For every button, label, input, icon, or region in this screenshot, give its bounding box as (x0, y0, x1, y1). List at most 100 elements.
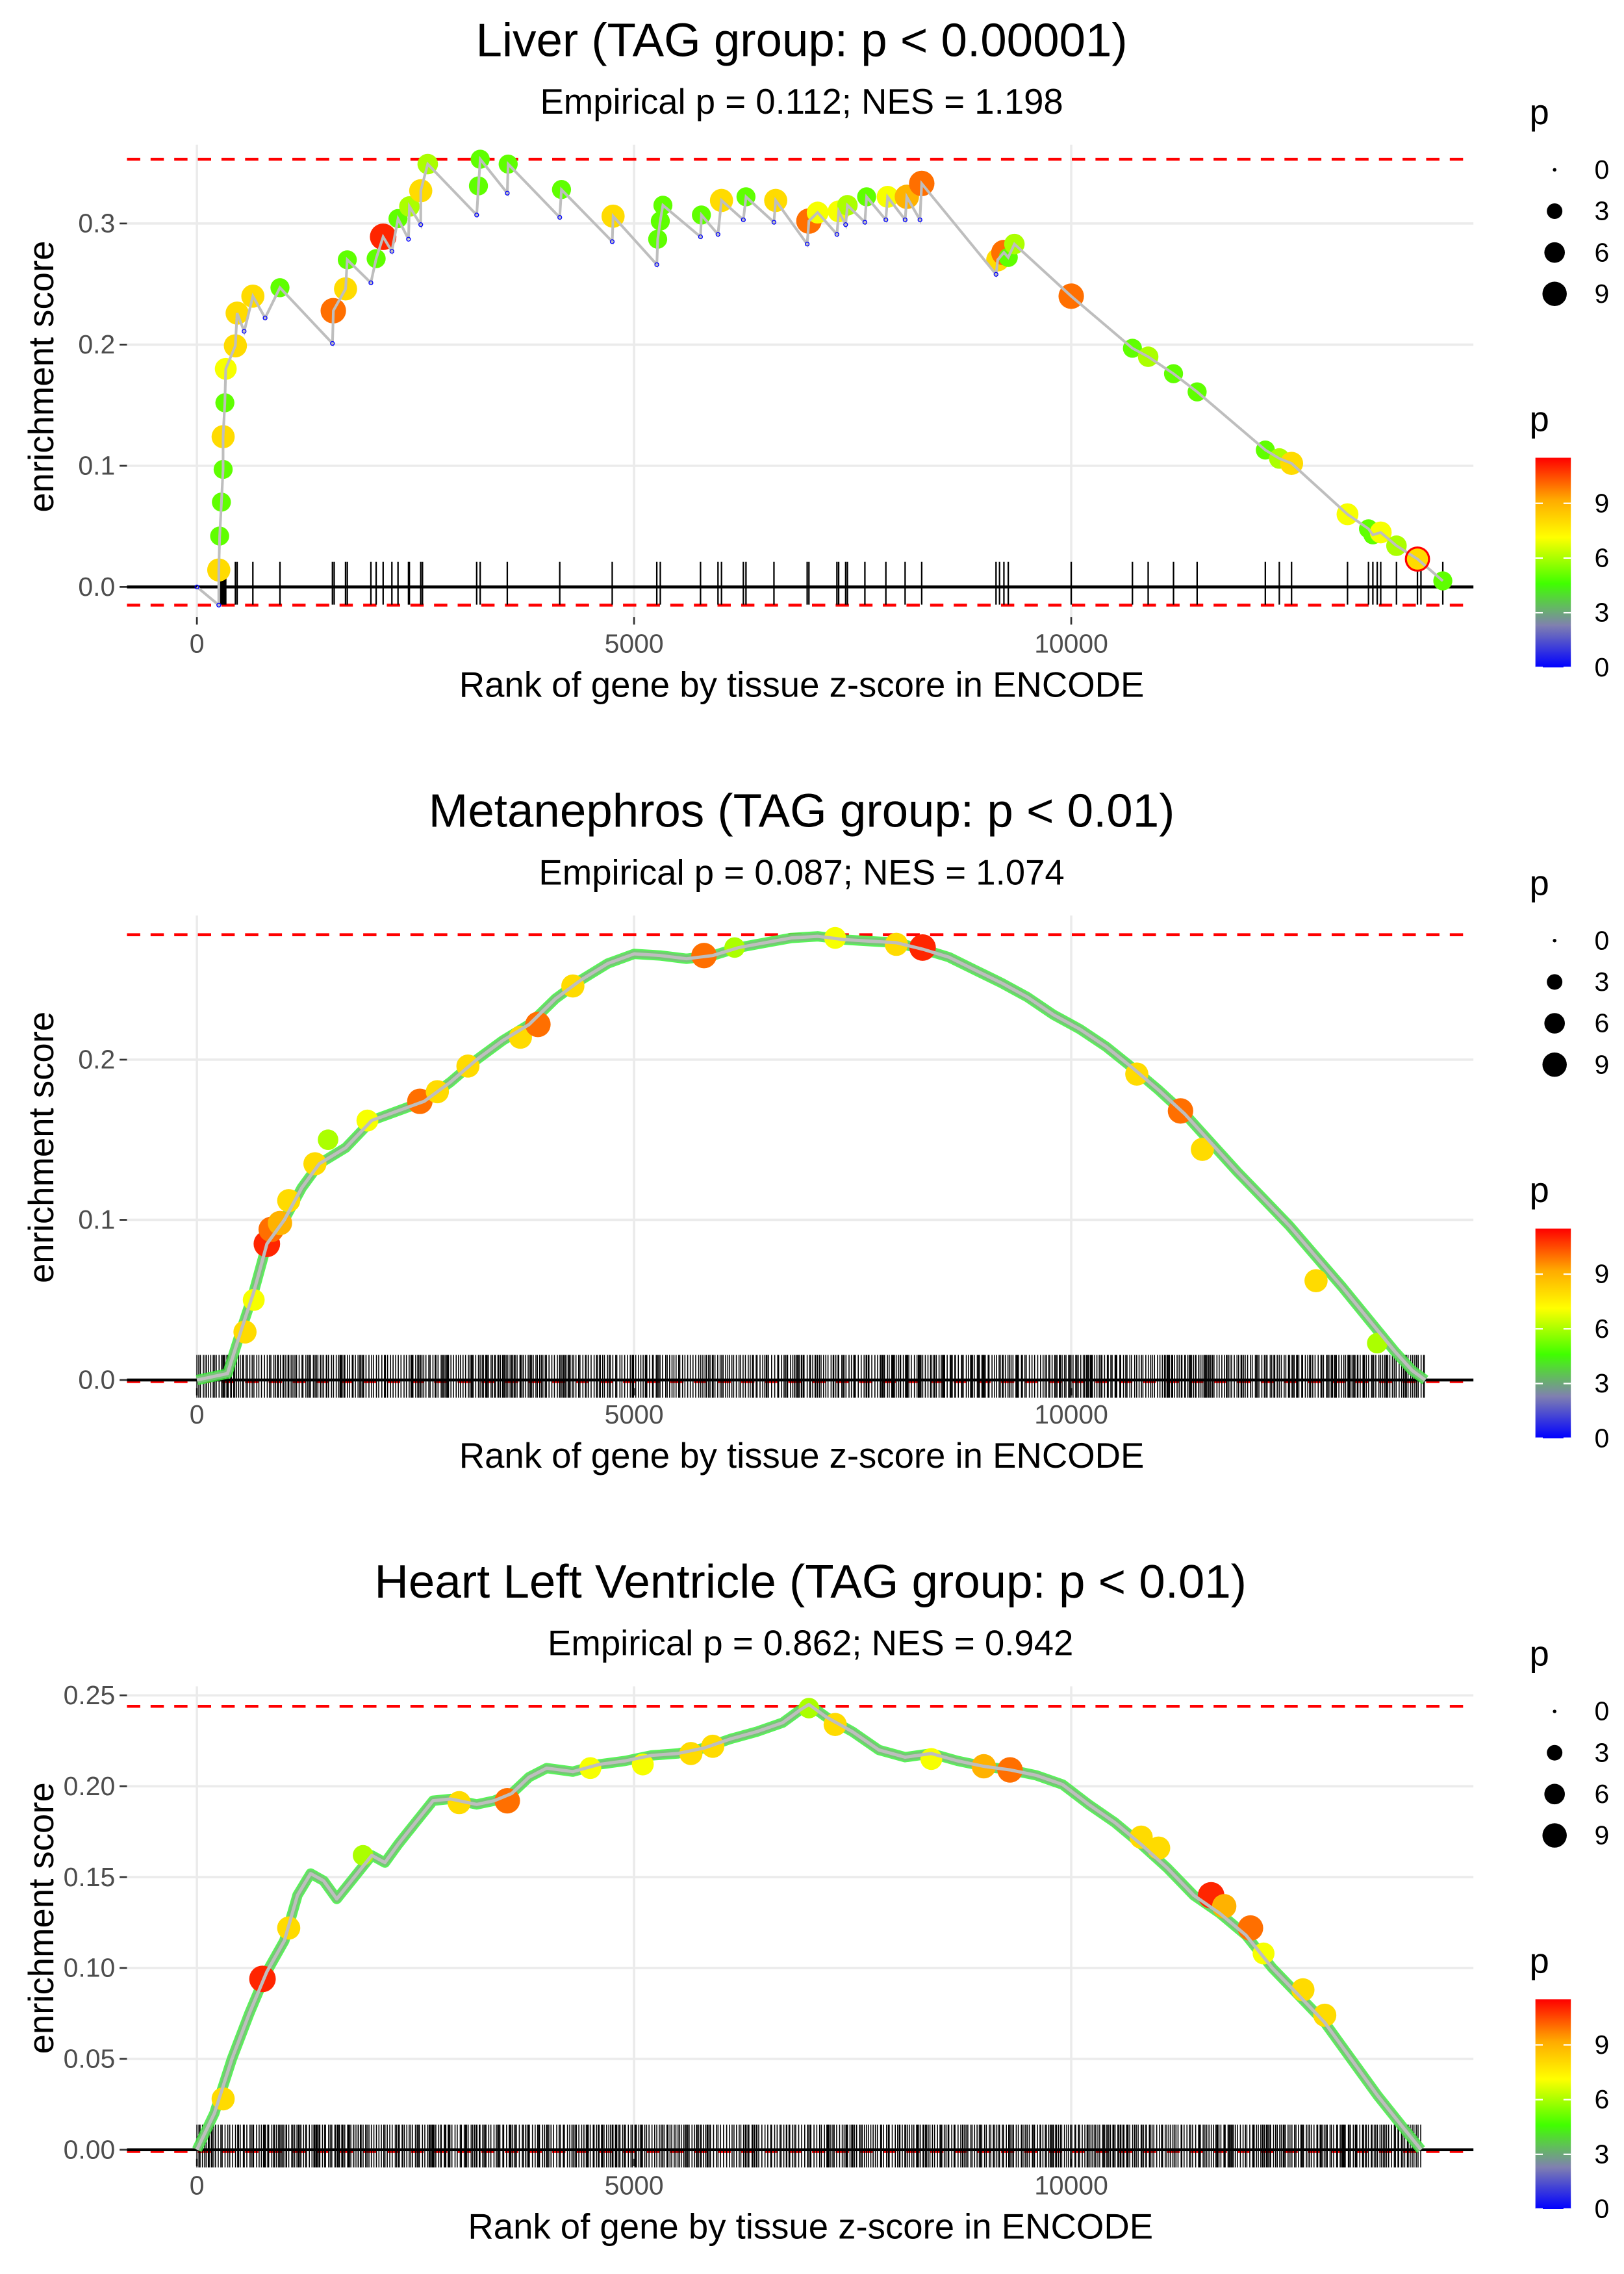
y-tick-label: 0.0 (78, 1365, 115, 1395)
gene-point (368, 280, 374, 285)
gene-point (418, 222, 424, 227)
colorbar-label: 6 (1595, 2084, 1610, 2114)
size-legend-title: p (1530, 1634, 1549, 1674)
gene-point (698, 234, 704, 240)
es-curve (196, 155, 1444, 608)
gene-point (494, 1788, 520, 1814)
x-tick-label: 10000 (1034, 629, 1108, 659)
panel-title: Liver (TAG group: p < 0.00001) (476, 14, 1128, 66)
size-legend-label: 0 (1595, 155, 1610, 185)
size-legend-label: 3 (1595, 196, 1610, 226)
y-tick-label: 0.10 (64, 1953, 116, 1983)
gene-point (557, 214, 563, 220)
size-legend-key (1542, 1823, 1567, 1848)
panel-title: Heart Left Ventricle (TAG group: p < 0.0… (374, 1555, 1247, 1608)
y-axis-label: enrichment score (21, 240, 61, 512)
gene-point (843, 222, 848, 227)
colorbar (1535, 1999, 1571, 2209)
color-legend-title: p (1530, 400, 1549, 439)
y-tick-label: 0.1 (78, 1205, 115, 1234)
x-tick-label: 5000 (605, 629, 664, 659)
size-legend-label: 0 (1595, 1696, 1610, 1726)
es-curve (195, 1702, 1423, 2151)
gene-point-band (196, 932, 1428, 1384)
x-axis-label: Rank of gene by tissue z-score in ENCODE (468, 2206, 1153, 2246)
gene-point (505, 190, 510, 196)
plot-area: 0.00 0.05 0.10 0.15 0.20 0.25 0 5000 10000 (64, 1680, 1474, 2200)
size-legend-label: 9 (1595, 1820, 1610, 1850)
size-legend-key (1547, 203, 1563, 219)
gene-point (303, 1152, 327, 1176)
colorbar-label: 9 (1595, 488, 1610, 518)
y-tick-label: 0.05 (64, 2044, 116, 2074)
y-tick-label: 0.3 (78, 209, 115, 238)
color-legend-title: p (1530, 1941, 1549, 1980)
x-axis-label: Rank of gene by tissue z-score in ENCODE (459, 1436, 1145, 1476)
gene-point (1304, 1269, 1328, 1293)
gene-point (609, 239, 615, 244)
gene-point (525, 1012, 551, 1038)
size-legend-key (1553, 939, 1556, 943)
y-tick-label: 0.0 (78, 572, 115, 602)
gene-point (1212, 1894, 1237, 1919)
panel-liver: Liver (TAG group: p < 0.00001) Empirical… (21, 14, 1609, 704)
size-legend-label: 6 (1595, 1779, 1610, 1809)
legend: p 0 3 6 9 p 9 6 3 0 (1530, 92, 1610, 682)
x-tick-label: 10000 (1034, 1399, 1108, 1429)
legend: p 0 3 6 9 p 9 6 3 0 (1530, 863, 1610, 1453)
gene-point (1129, 1825, 1153, 1849)
gene-point (356, 1109, 379, 1132)
colorbar-label: 9 (1595, 1259, 1610, 1289)
y-tick-label: 0.1 (78, 451, 115, 481)
panel-subtitle: Empirical p = 0.112; NES = 1.198 (540, 82, 1063, 121)
gene-point (1147, 1836, 1171, 1860)
gene-point (798, 1698, 820, 1718)
es-curve (196, 934, 1427, 1382)
gene-point-band (196, 931, 1428, 1385)
gene-point (194, 584, 199, 590)
x-tick-label: 10000 (1034, 2170, 1108, 2200)
gene-point (993, 272, 998, 277)
gene-point (902, 217, 907, 222)
gene-point (834, 232, 839, 237)
size-legend-key (1542, 281, 1567, 307)
colorbar-label: 6 (1595, 543, 1610, 573)
size-legend-title: p (1530, 863, 1549, 902)
x-tick-label: 5000 (605, 2170, 664, 2200)
panel-subtitle: Empirical p = 0.862; NES = 0.942 (548, 1624, 1073, 1663)
plot-area: 0.0 0.1 0.2 0 5000 10000 (78, 915, 1474, 1429)
size-legend-key (1544, 1013, 1565, 1034)
colorbar (1535, 457, 1571, 668)
gene-point (1313, 2003, 1337, 2027)
gene-point (679, 1742, 703, 1765)
y-tick-label: 0.25 (64, 1680, 116, 1710)
panel-title: Metanephros (TAG group: p < 0.01) (429, 785, 1175, 837)
panel-heart-left-ventricle: Heart Left Ventricle (TAG group: p < 0.0… (21, 1555, 1609, 2246)
colorbar-label: 0 (1595, 2194, 1610, 2224)
x-tick-label: 0 (190, 629, 205, 659)
gene-point (804, 242, 810, 247)
gene-point (1367, 1333, 1388, 1354)
plot-area: 0.0 0.1 0.2 0.3 0 5000 10000 (78, 144, 1474, 659)
y-tick-label: 0.2 (78, 1045, 115, 1075)
size-legend-key (1544, 242, 1565, 263)
colorbar (1535, 1228, 1571, 1438)
gene-point (242, 329, 247, 334)
gene-point (862, 220, 868, 225)
gene-point (920, 1748, 943, 1770)
size-legend-key (1544, 1783, 1565, 1805)
y-tick-label: 0.00 (64, 2134, 116, 2164)
size-legend-key (1542, 1052, 1567, 1077)
gene-point (917, 217, 922, 222)
size-legend-key (1547, 1744, 1563, 1761)
gene-point (771, 220, 777, 225)
size-legend-label: 6 (1595, 237, 1610, 267)
size-legend-label: 0 (1595, 925, 1610, 955)
size-legend-key (1553, 168, 1556, 172)
colorbar-label: 3 (1595, 2139, 1610, 2169)
colorbar-label: 3 (1595, 1368, 1610, 1398)
colorbar-label: 6 (1595, 1314, 1610, 1344)
gene-point (448, 1791, 471, 1815)
color-legend-title: p (1530, 1170, 1549, 1210)
